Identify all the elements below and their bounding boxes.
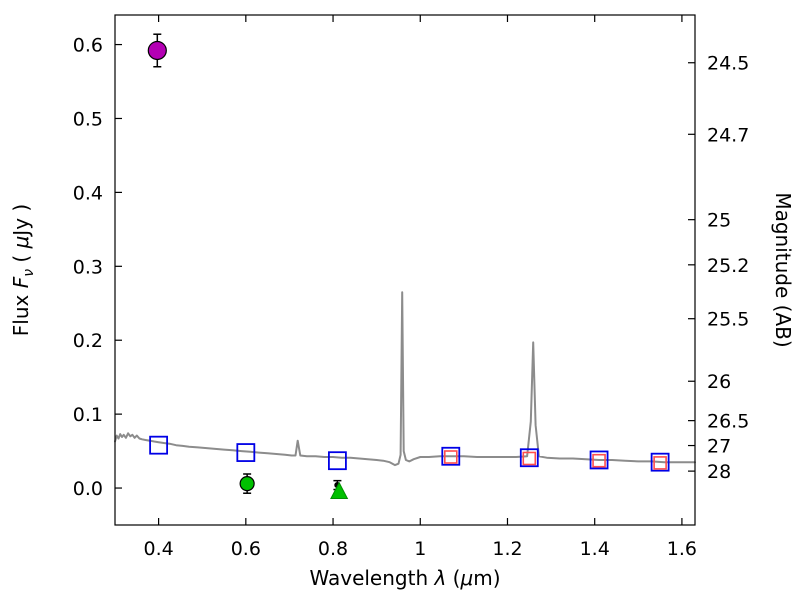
y-right-tick-label: 24.5	[707, 53, 749, 75]
y-left-tick-label: 0.2	[73, 330, 103, 352]
red-open-squares-marker	[522, 451, 537, 466]
y-right-tick-label: 25	[707, 210, 731, 232]
y-right-tick-label: 25.5	[707, 309, 749, 331]
magenta-circle-point-marker	[147, 40, 167, 61]
x-tick-label: 1.4	[580, 538, 610, 560]
x-tick-label: 0.6	[231, 538, 261, 560]
red-open-squares-marker	[653, 456, 667, 470]
red-open-squares-marker	[592, 453, 606, 468]
blue-open-squares-marker	[149, 435, 169, 455]
blue-open-squares-marker	[589, 450, 609, 470]
x-tick-label: 1.2	[492, 538, 522, 560]
blue-open-squares-marker	[650, 452, 670, 472]
blue-open-squares-marker	[328, 451, 347, 471]
blue-open-squares-marker	[519, 448, 539, 468]
y-right-tick-label: 26	[707, 371, 731, 393]
green-circle-point-marker	[239, 476, 255, 492]
x-tick-label: 1	[414, 538, 426, 560]
y-left-tick-label: 0.1	[73, 404, 103, 426]
blue-open-squares-marker	[441, 446, 461, 466]
x-axis-label: Wavelength λ (μm)	[309, 566, 500, 590]
y-left-tick-label: 0.3	[73, 256, 103, 278]
green-triangle-limit-marker	[330, 481, 349, 499]
blue-open-squares-marker	[236, 443, 256, 462]
x-tick-label: 1.6	[667, 538, 697, 560]
plot-frame	[114, 14, 696, 526]
x-tick-label: 0.8	[318, 538, 348, 560]
x-tick-label: 0.4	[143, 538, 173, 560]
y-axis-label-right: Magnitude (AB)	[771, 192, 795, 347]
y-left-tick-label: 0.4	[73, 182, 103, 204]
y-right-tick-label: 26.5	[707, 411, 749, 433]
red-open-squares-marker	[443, 450, 458, 464]
y-left-tick-label: 0.5	[73, 108, 103, 130]
y-left-tick-label: 0.0	[73, 478, 103, 500]
y-right-tick-label: 24.7	[707, 124, 749, 146]
y-right-tick-label: 27	[707, 436, 731, 458]
y-right-tick-label: 25.2	[707, 255, 749, 277]
y-left-tick-label: 0.6	[73, 35, 103, 57]
y-axis-label-left: Flux Fν ( μJy )	[9, 204, 37, 336]
series-model-spectrum	[114, 291, 696, 467]
y-right-tick-label: 28	[707, 461, 731, 483]
